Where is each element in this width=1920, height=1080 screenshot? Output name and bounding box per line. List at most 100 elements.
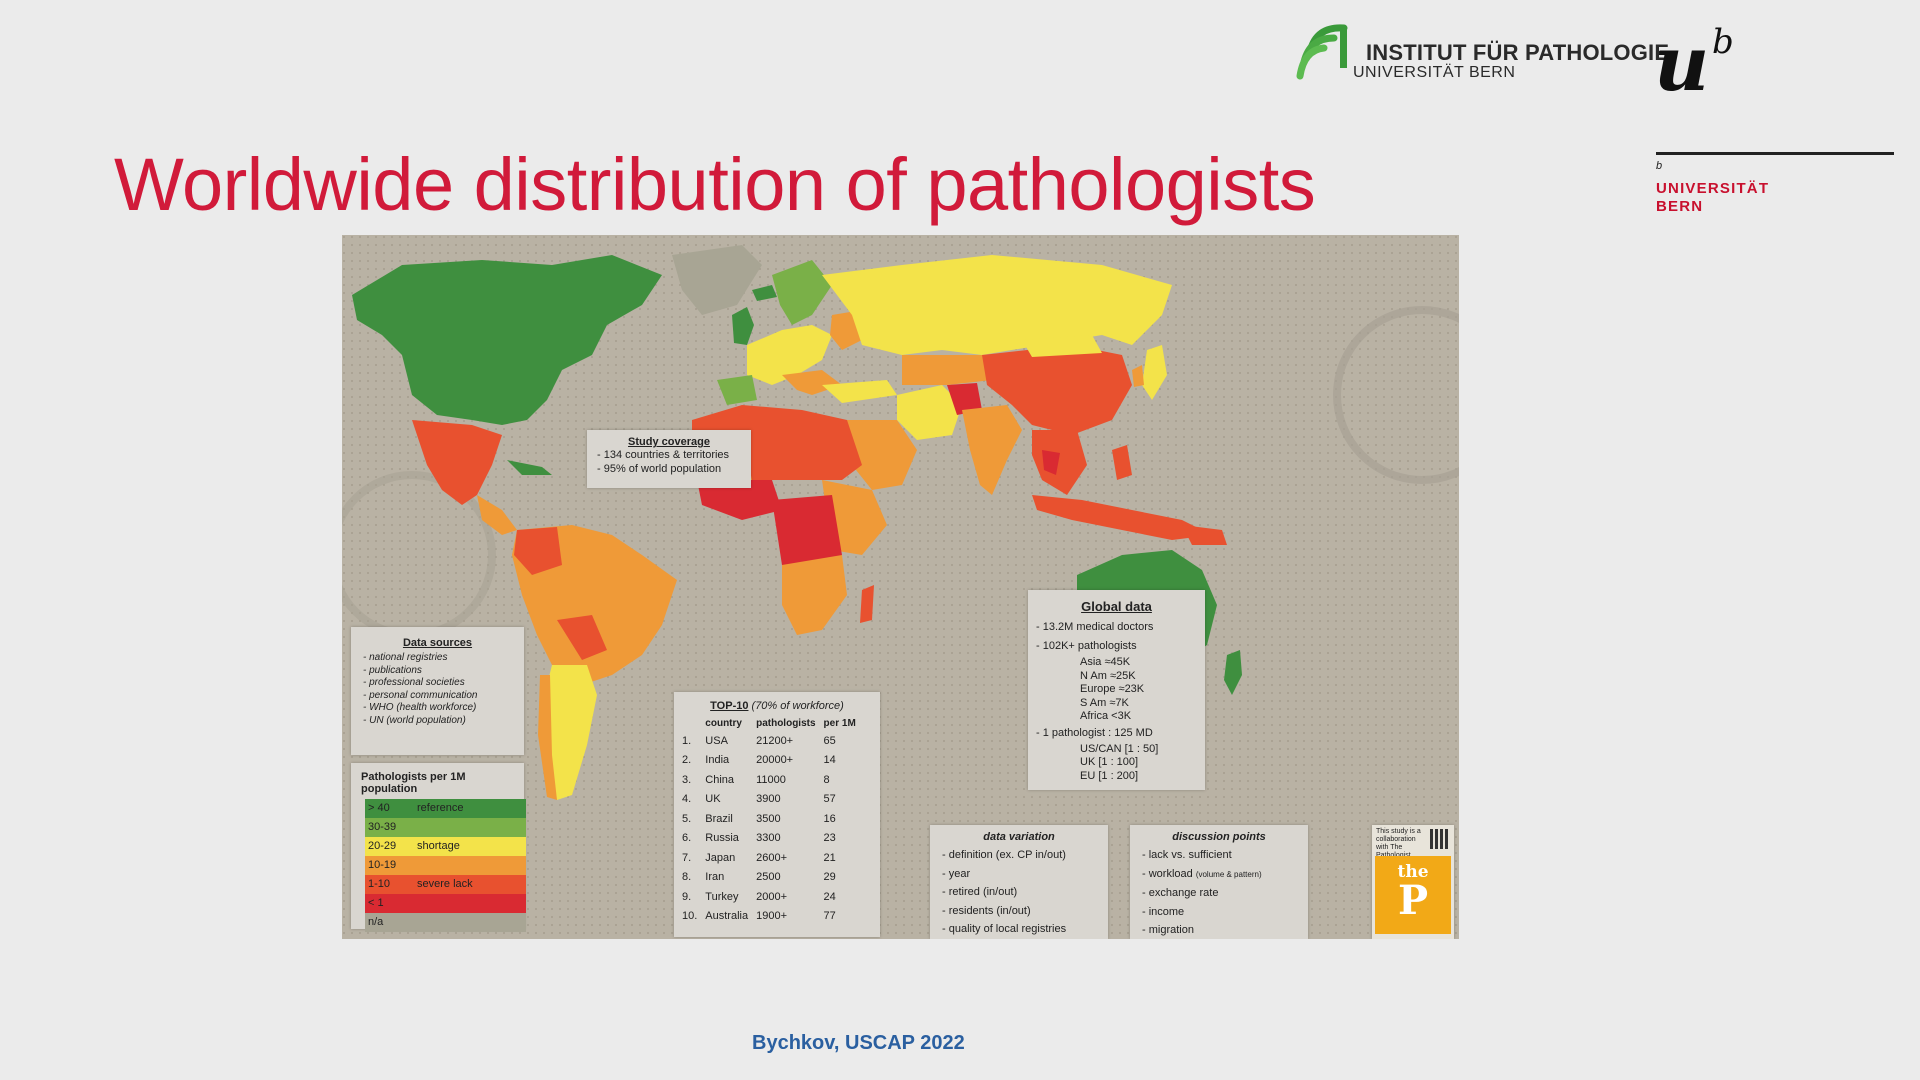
list-item: - residents (in/out) bbox=[942, 904, 1031, 917]
list-item: - professional societies bbox=[363, 677, 465, 688]
table-cell: Japan bbox=[705, 851, 736, 864]
top10-table: country pathologists per 1M 1. USA 21200+ 6… bbox=[678, 716, 860, 926]
table-cell: Brazil bbox=[705, 812, 733, 825]
list-item: - exchange rate bbox=[1142, 887, 1219, 899]
table-row: 2. India 20000+ 14 bbox=[678, 751, 860, 771]
column-header: pathologists bbox=[756, 718, 816, 729]
region-southeast-asia bbox=[1032, 430, 1087, 495]
list-item: - retired (in/out) bbox=[942, 886, 1018, 898]
table-cell: India bbox=[705, 754, 730, 767]
slide-title: Worldwide distribution of pathologists bbox=[114, 143, 1316, 226]
legend-range: < 1 bbox=[368, 897, 384, 909]
source-credit: Bychkov, USCAP 2022 bbox=[752, 1032, 965, 1054]
legend-row: 30-39 bbox=[365, 818, 526, 837]
region-mongolia bbox=[1022, 335, 1102, 357]
column-header: per 1M bbox=[823, 718, 856, 729]
table-cell: Russia bbox=[705, 832, 739, 845]
region-count: Asia ≈45K bbox=[1080, 656, 1131, 668]
region-count: Europe ≈23K bbox=[1080, 683, 1145, 695]
list-item: - WHO (health workforce) bbox=[363, 702, 477, 713]
region-russia bbox=[822, 255, 1172, 355]
table-cell: 10. bbox=[682, 910, 698, 923]
region-afghanistan bbox=[947, 383, 982, 415]
region-count: N Am ≈25K bbox=[1080, 669, 1136, 682]
list-item: - personal communication bbox=[363, 689, 478, 701]
region-iran bbox=[897, 385, 962, 440]
ratio-item: US/CAN [1 : 50] bbox=[1080, 742, 1159, 755]
table-cell: 65 bbox=[823, 734, 836, 747]
table-cell: UK bbox=[705, 793, 721, 806]
data-sources-box: Data sources - national registries - pub… bbox=[351, 627, 524, 755]
table-cell: 3. bbox=[682, 773, 692, 786]
badge-caption: This study is a collaboration with The P… bbox=[1376, 828, 1421, 859]
data-variation-heading: data variation bbox=[983, 831, 1055, 843]
ratio-item: EU [1 : 200] bbox=[1080, 769, 1139, 782]
table-cell: 1900+ bbox=[756, 910, 787, 923]
table-cell: 3500 bbox=[756, 812, 781, 825]
data-sources-heading: Data sources bbox=[402, 637, 473, 649]
table-cell: 2500 bbox=[756, 871, 781, 884]
top10-title: TOP-10 bbox=[710, 700, 749, 712]
institute-subtitle: UNIVERSITÄT BERN bbox=[1353, 64, 1516, 81]
list-item: - year bbox=[942, 867, 971, 880]
discussion-points-box: discussion points - lack vs. sufficient … bbox=[1130, 825, 1308, 939]
university-logo: u b b UNIVERSITÄT BERN bbox=[1650, 22, 1894, 216]
table-cell: 16 bbox=[823, 812, 836, 825]
legend-label: severe lack bbox=[417, 878, 473, 890]
legend-range: 1-10 bbox=[368, 878, 391, 890]
region-argentina bbox=[542, 665, 597, 800]
university-name-line1: UNIVERSITÄT bbox=[1656, 180, 1770, 197]
table-cell: 23 bbox=[823, 832, 836, 845]
region-greenland bbox=[672, 245, 762, 315]
ratio-item: UK [1 : 100] bbox=[1080, 756, 1139, 768]
list-item-text: - workload bbox=[1142, 867, 1193, 880]
top10-body: 1. USA 21200+ 65 2. India 20000+ 14 3. China 11000… bbox=[678, 731, 860, 926]
region-png bbox=[1182, 525, 1227, 545]
list-item: - national registries bbox=[363, 652, 448, 663]
region-north-america bbox=[352, 255, 662, 425]
legend-row: 10-19 bbox=[365, 856, 526, 875]
legend-range: 20-29 bbox=[368, 840, 397, 852]
region-central-asia bbox=[902, 355, 992, 385]
legend-range: 30-39 bbox=[368, 821, 397, 833]
region-west-europe bbox=[747, 325, 832, 385]
list-item: - lack vs. sufficient bbox=[1142, 849, 1232, 861]
table-cell: 2000+ bbox=[756, 890, 787, 903]
table-row: 9. Turkey 2000+ 24 bbox=[678, 887, 860, 907]
region-scandinavia bbox=[772, 260, 832, 325]
top10-note: (70% of workforce) bbox=[751, 700, 844, 712]
table-cell: 57 bbox=[823, 793, 836, 806]
global-data-heading: Global data bbox=[1081, 599, 1152, 614]
institute-mark-icon bbox=[1296, 24, 1348, 80]
table-cell: 9. bbox=[682, 890, 692, 903]
the-pathologist-logo: the P bbox=[1375, 856, 1451, 934]
world-map-graphic bbox=[342, 235, 1459, 939]
table-cell: Turkey bbox=[705, 890, 739, 903]
list-item: - 95% of world population bbox=[597, 463, 722, 475]
table-cell: Australia bbox=[705, 910, 749, 923]
column-header bbox=[678, 716, 701, 731]
table-cell: 6. bbox=[682, 832, 692, 845]
global-data-box: Global data - 13.2M medical doctors - 10… bbox=[1028, 590, 1205, 790]
table-row: 7. Japan 2600+ 21 bbox=[678, 848, 860, 868]
logo-letter: P bbox=[1397, 877, 1429, 924]
table-cell: 1. bbox=[682, 734, 692, 747]
study-coverage-box: Study coverage - 134 countries & territo… bbox=[587, 430, 751, 488]
table-cell: 24 bbox=[823, 890, 836, 903]
legend-range: > 40 bbox=[368, 802, 390, 814]
the-pathologist-badge: This study is a collaboration with The P… bbox=[1372, 825, 1454, 939]
region-philippines bbox=[1112, 445, 1132, 480]
logo-rule bbox=[1656, 152, 1894, 155]
legend-rows: > 40 reference 30-39 20-29 shortage 10-19 1-10… bbox=[351, 799, 526, 932]
table-cell: 3900 bbox=[756, 793, 781, 806]
list-item: - income bbox=[1142, 905, 1185, 918]
region-west-africa bbox=[697, 480, 782, 520]
data-variation-box: data variation - definition (ex. CP in/o… bbox=[930, 825, 1108, 939]
region-iberia bbox=[717, 375, 757, 405]
legend-row: 20-29 shortage bbox=[365, 837, 526, 856]
region-uk bbox=[732, 307, 754, 345]
table-cell: Iran bbox=[705, 871, 725, 884]
table-cell: 21200+ bbox=[756, 734, 794, 747]
table-cell: China bbox=[705, 773, 735, 786]
